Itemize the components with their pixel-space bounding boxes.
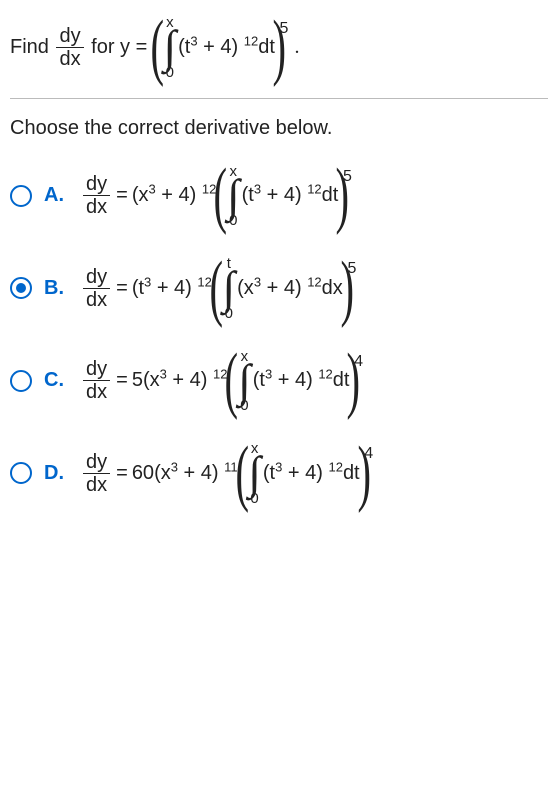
integral-sign: ∫ <box>164 30 177 65</box>
radio-button[interactable] <box>10 370 32 392</box>
integral-block: (x∫0(t3 + 4) 12dt)4 <box>227 349 363 414</box>
option-row[interactable]: D. dydx=60(x3 + 4) 11(x∫0(t3 + 4) 12dt)4 <box>10 441 548 506</box>
option-row[interactable]: B. dydx=(t3 + 4) 12(t∫0(x3 + 4) 12dx)5 <box>10 256 548 321</box>
dy-dx-fraction: dy dx <box>56 25 83 70</box>
prompt-text: Choose the correct derivative below. <box>10 117 548 140</box>
option-row[interactable]: C. dydx=5(x3 + 4) 12(x∫0(t3 + 4) 12dt)4 <box>10 349 548 414</box>
outer-factor: (x3 + 4) 12 <box>132 184 217 207</box>
radio-button[interactable] <box>10 185 32 207</box>
question-statement: Find dy dx for y = ( x ∫ 0 (t3 + 4) 12dt… <box>10 15 299 80</box>
integrand: (t3 + 4) 12dt <box>178 34 275 60</box>
option-expression: dydx=(x3 + 4) 12(x∫0(t3 + 4) 12dt)5 <box>81 164 352 229</box>
frac-bot: dx <box>56 48 83 70</box>
integral-block: (x∫0(t3 + 4) 12dt)5 <box>216 164 352 229</box>
integrand: (x3 + 4) 12dx <box>237 277 343 300</box>
option-expression: dydx=(t3 + 4) 12(t∫0(x3 + 4) 12dx)5 <box>81 256 356 321</box>
dy-dx-fraction: dydx <box>83 266 110 311</box>
option-label: D. <box>44 462 69 485</box>
right-paren: ) <box>272 18 286 77</box>
for-y-equals: for y = <box>91 34 147 60</box>
integral-symbol-block: x ∫ 0 <box>164 15 177 80</box>
period: . <box>294 34 299 60</box>
dy-dx-fraction: dydx <box>83 173 110 218</box>
coefficient: 5 <box>132 369 143 392</box>
option-row[interactable]: A. dydx=(x3 + 4) 12(x∫0(t3 + 4) 12dt)5 <box>10 164 548 229</box>
option-expression: dydx=60(x3 + 4) 11(x∫0(t3 + 4) 12dt)4 <box>81 441 373 506</box>
option-label: C. <box>44 369 69 392</box>
options-group: A. dydx=(x3 + 4) 12(x∫0(t3 + 4) 12dt)5 B. d… <box>10 164 548 506</box>
option-label: A. <box>44 184 69 207</box>
outer-factor: (t3 + 4) 12 <box>132 277 212 300</box>
coefficient: 60 <box>132 462 154 485</box>
frac-top: dy <box>56 25 83 48</box>
integrand: (t3 + 4) 12dt <box>242 184 339 207</box>
find-label: Find <box>10 34 49 60</box>
outer-factor: (x3 + 4) 12 <box>143 369 228 392</box>
outer-factor: (x3 + 4) 11 <box>154 462 238 485</box>
option-label: B. <box>44 277 69 300</box>
radio-button[interactable] <box>10 277 32 299</box>
dy-dx-fraction: dydx <box>83 358 110 403</box>
dy-dx-fraction: dydx <box>83 451 110 496</box>
integrand: (t3 + 4) 12dt <box>253 369 350 392</box>
integrand: (t3 + 4) 12dt <box>263 462 360 485</box>
option-expression: dydx=5(x3 + 4) 12(x∫0(t3 + 4) 12dt)4 <box>81 349 363 414</box>
integral-block: (t∫0(x3 + 4) 12dx)5 <box>212 256 356 321</box>
divider <box>10 98 548 99</box>
lower-limit: 0 <box>166 65 174 80</box>
integral-expression: ( x ∫ 0 (t3 + 4) 12dt ) 5 <box>153 15 289 80</box>
left-paren: ( <box>150 18 164 77</box>
radio-button[interactable] <box>10 462 32 484</box>
integral-block: (x∫0(t3 + 4) 12dt)4 <box>238 441 374 506</box>
